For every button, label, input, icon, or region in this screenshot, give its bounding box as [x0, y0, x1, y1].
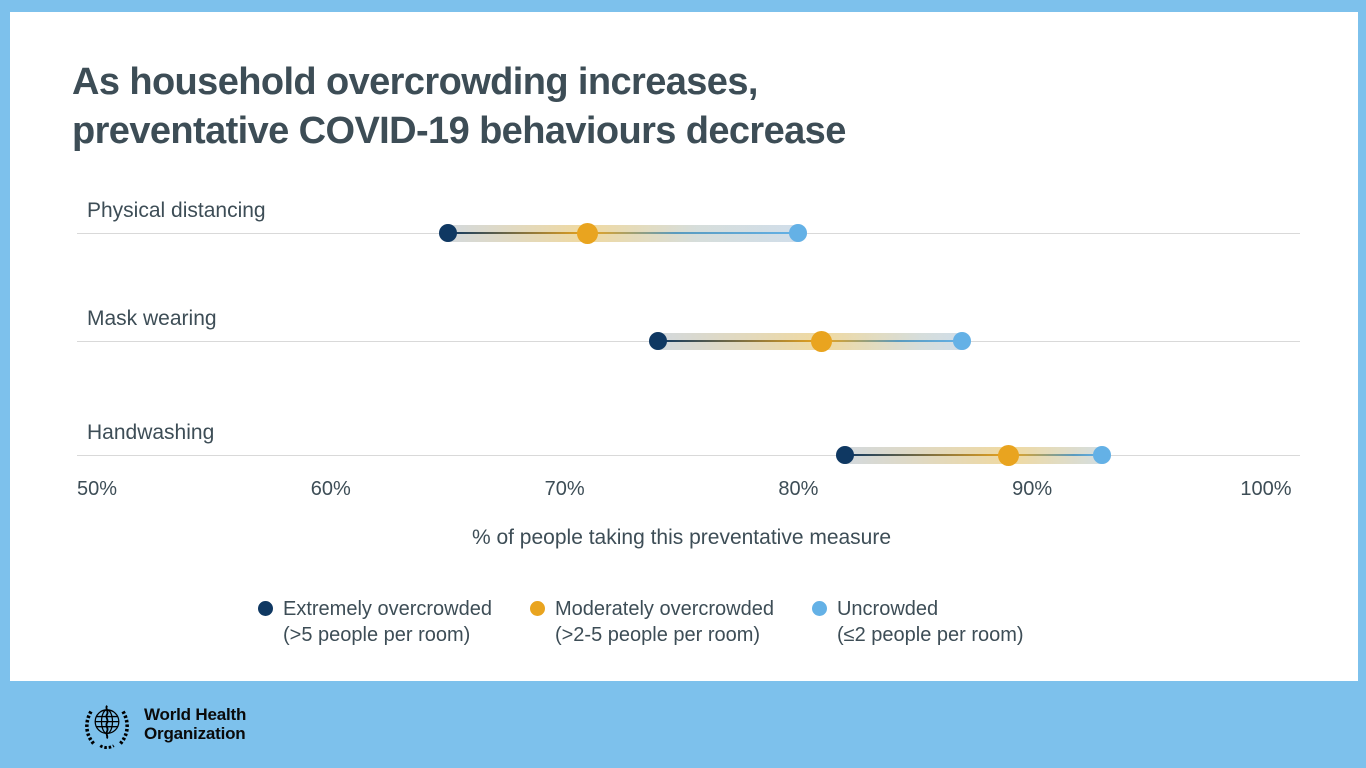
uncrowded-dot: [789, 224, 808, 242]
chart-title-line1: As household overcrowding increases,: [72, 61, 758, 103]
x-axis-tick-label: 90%: [1012, 478, 1053, 500]
extremely-overcrowded-dot: [649, 332, 668, 350]
who-logo-text: World Health Organization: [144, 706, 246, 742]
legend-item: Extremely overcrowded (>5 people per room…: [258, 596, 492, 648]
chart-title-line2: preventative COVID-19 behaviours decreas…: [72, 110, 846, 153]
legend-item: Uncrowded (≤2 people per room): [811, 596, 1024, 648]
x-axis-label: % of people taking this preventative mea…: [471, 526, 892, 549]
uncrowded-dot: [953, 332, 972, 350]
chart-title: As household overcrowding increases, pre…: [72, 58, 846, 157]
who-logo-text-line2: Organization: [144, 723, 246, 743]
legend-label: Extremely overcrowded (>5 people per room…: [283, 598, 492, 646]
category-label: Physical distancing: [87, 199, 266, 222]
connector-line: [447, 231, 799, 235]
extremely-overcrowded-dot: [836, 446, 855, 464]
footer-band: World Health Organization: [0, 681, 1366, 768]
legend-dot: [529, 601, 545, 616]
x-axis-tick-label: 80%: [778, 478, 819, 500]
connector-line: [658, 339, 963, 343]
legend-dot: [811, 601, 827, 616]
moderately-overcrowded-dot: [811, 330, 833, 352]
moderately-overcrowded-dot: [998, 444, 1020, 466]
connector-line: [845, 453, 1103, 457]
x-axis-tick-label: 60%: [310, 478, 351, 500]
x-axis-tick-label: 50%: [76, 478, 118, 500]
who-logo-emblem: [85, 704, 129, 749]
x-axis-tick-label: 70%: [544, 478, 585, 500]
legend-label: Moderately overcrowded (>2-5 people per r…: [554, 598, 774, 646]
legend: Extremely overcrowded (>5 people per room…: [258, 596, 1024, 648]
chart-panel: As household overcrowding increases, pre…: [10, 12, 1358, 681]
category-label: Mask wearing: [87, 307, 217, 330]
moderately-overcrowded-dot: [577, 222, 599, 244]
plot-area: Physical distancing Mask wearing Handwashi…: [77, 12, 1300, 681]
legend-label: Uncrowded (≤2 people per room): [836, 598, 1024, 646]
x-axis-tick-label: 100%: [1240, 478, 1292, 500]
category-label: Handwashing: [87, 421, 215, 444]
who-logo-text-line1: World Health: [144, 705, 247, 725]
category-gridline: [77, 455, 1300, 456]
extremely-overcrowded-dot: [438, 224, 457, 242]
legend-dot: [258, 601, 273, 616]
uncrowded-dot: [1093, 446, 1112, 464]
legend-item: Moderately overcrowded (>2-5 people per r…: [529, 596, 774, 648]
